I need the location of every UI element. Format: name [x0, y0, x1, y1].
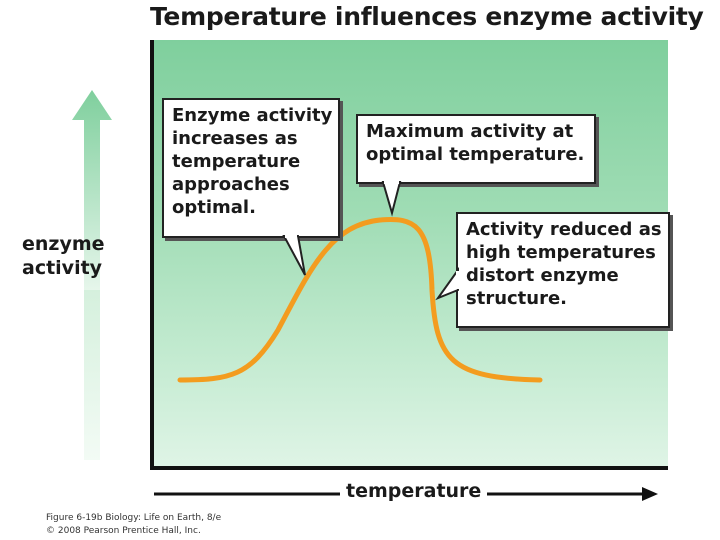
y-label-line: enzyme	[22, 233, 105, 255]
callout-line: Enzyme activity	[172, 105, 333, 126]
page-title: Temperature influences enzyme activity	[150, 2, 704, 31]
callout-line: structure.	[466, 288, 568, 309]
callout-line: high temperatures	[466, 242, 656, 263]
callout-pointer-fall	[435, 266, 459, 301]
y-label-line: activity	[22, 257, 103, 279]
callout-line: increases as	[172, 128, 298, 149]
callout-line: distort enzyme	[466, 265, 619, 286]
figure-caption: Figure 6-19b Biology: Life on Earth, 8/e…	[46, 512, 221, 538]
caption-line: Figure 6-19b Biology: Life on Earth, 8/e	[46, 513, 222, 523]
callout-line: optimal temperature.	[366, 144, 585, 165]
callout-maximum-activity: Maximum activity at optimal temperature.	[356, 114, 596, 184]
y-axis-arrow-tail-icon	[84, 290, 100, 460]
x-axis-label: temperature	[340, 480, 488, 502]
callout-pointer-peak	[381, 181, 402, 217]
callout-pointer-rise	[282, 235, 306, 276]
callout-line: Maximum activity at	[366, 121, 574, 142]
activity-curve-line	[177, 216, 543, 383]
callout-reduced-activity: Activity reduced as high temperatures di…	[456, 212, 670, 328]
y-axis-arrow-icon	[72, 90, 112, 290]
callout-rising-activity: Enzyme activity increases as temperature…	[162, 98, 340, 238]
callout-line: temperature	[172, 151, 301, 172]
callout-line: Activity reduced as	[466, 219, 662, 240]
callout-line: approaches	[172, 174, 290, 195]
y-axis-label: enzyme activity	[22, 232, 142, 280]
caption-line: © 2008 Pearson Prentice Hall, Inc.	[46, 526, 201, 536]
callout-line: optimal.	[172, 197, 256, 218]
